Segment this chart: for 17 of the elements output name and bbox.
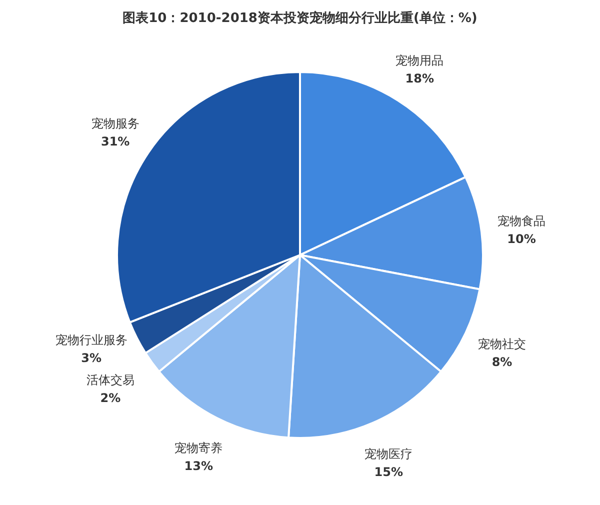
slice-label: 宠物医疗 [364, 446, 413, 461]
slice-label: 宠物用品 [396, 53, 444, 68]
chart-title: 图表10：2010-2018资本投资宠物细分行业比重(单位：%) [122, 10, 478, 26]
slice-label: 宠物行业服务 [55, 333, 128, 348]
data-label: 3% [81, 351, 102, 366]
data-label: 2% [100, 391, 121, 406]
data-label: 8% [492, 355, 512, 370]
data-label: 18% [405, 71, 434, 86]
slice-label: 活体交易 [86, 373, 134, 388]
slice-label: 宠物食品 [498, 214, 546, 228]
data-label: 10% [507, 232, 536, 246]
slice-label: 宠物社交 [478, 337, 526, 352]
data-label: 13% [184, 458, 214, 473]
data-label: 31% [100, 134, 130, 149]
slice-label: 宠物服务 [91, 116, 140, 131]
slice-label: 宠物寄养 [174, 440, 223, 455]
data-label: 15% [374, 464, 404, 479]
